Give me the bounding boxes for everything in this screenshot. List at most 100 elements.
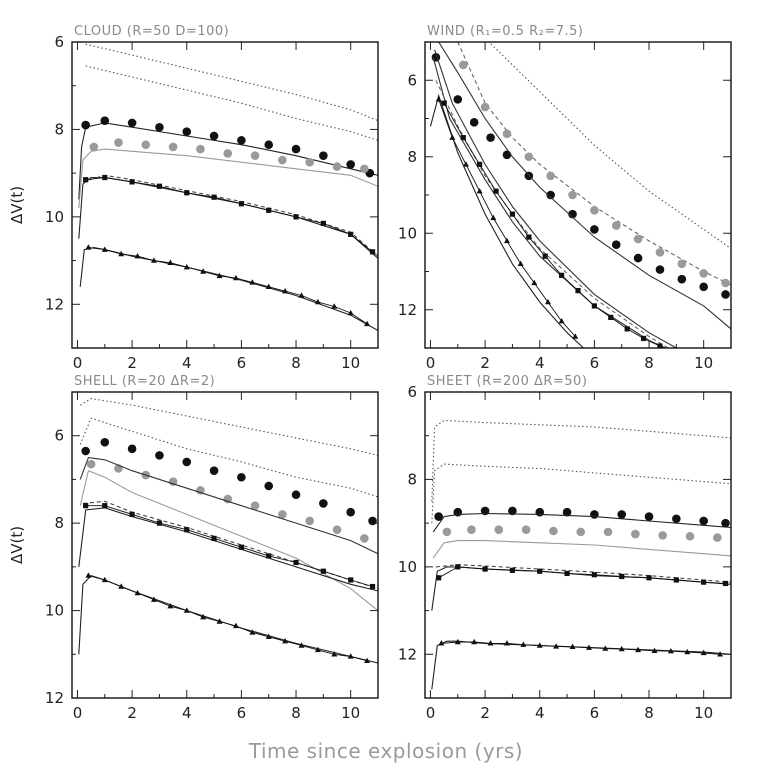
- x-tick-label: 8: [644, 354, 654, 372]
- x-tick-label: 0: [426, 704, 436, 722]
- data-point-dot: [480, 102, 490, 112]
- series-line-dotted: [85, 43, 378, 122]
- series-line-dotted: [488, 42, 731, 250]
- x-tick-label: 0: [73, 354, 83, 372]
- data-point-dot: [546, 171, 555, 181]
- data-point-dot: [291, 144, 301, 154]
- data-point-dot: [155, 122, 164, 132]
- data-point-triangle: [667, 648, 674, 654]
- data-point-dot: [196, 486, 205, 495]
- x-tick-label: 2: [480, 704, 490, 722]
- x-tick-label: 2: [480, 354, 490, 372]
- x-tick-label: 4: [182, 354, 192, 372]
- y-tick-label: 12: [45, 689, 64, 707]
- data-point-triangle: [331, 651, 338, 657]
- panel-title: SHEET (R=200 ΔR=50): [427, 374, 587, 389]
- data-point-dot: [141, 140, 151, 150]
- data-point-triangle: [471, 638, 478, 645]
- y-tick-label: 12: [398, 645, 417, 663]
- data-point-triangle: [585, 644, 592, 650]
- marker-connector: [438, 566, 726, 584]
- series-line-dashed: [82, 500, 378, 590]
- panel-frame: [424, 41, 732, 349]
- data-point-triangle: [216, 272, 223, 279]
- y-tick-label: 8: [407, 148, 417, 166]
- data-point-triangle: [118, 250, 125, 257]
- series-line-dotted: [79, 398, 378, 456]
- y-tick-label: 12: [45, 295, 64, 313]
- data-point-dot: [521, 525, 531, 534]
- data-point-triangle: [553, 643, 560, 649]
- data-point-dot: [434, 512, 443, 521]
- data-point-dot: [562, 507, 572, 517]
- data-point-dot: [291, 490, 301, 500]
- x-tick-label: 8: [644, 704, 654, 722]
- panel-title: WIND (R₁=0.5 R₂=7.5): [427, 24, 583, 39]
- data-point-triangle: [520, 641, 527, 647]
- x-tick-label: 8: [291, 704, 301, 722]
- data-point-dot: [305, 157, 314, 167]
- y-tick-label: 10: [398, 224, 417, 242]
- data-point-triangle: [569, 643, 576, 650]
- data-point-dot: [223, 494, 233, 504]
- panel-frame: [424, 391, 732, 699]
- series-line-solid: [79, 246, 378, 331]
- data-point-dot: [590, 225, 599, 234]
- x-tick-label: 6: [590, 354, 600, 372]
- data-point-dot: [699, 516, 708, 526]
- data-point-dot: [89, 142, 99, 152]
- panel-2: WIND (R₁=0.5 R₂=7.5) 0 2 4 6 8 10 6 8 10 12: [398, 24, 732, 372]
- data-point-dot: [209, 466, 219, 475]
- data-point-dot: [655, 248, 665, 257]
- x-tick-label: 6: [237, 704, 247, 722]
- data-point-dot: [568, 209, 577, 219]
- data-point-triangle: [249, 279, 256, 285]
- data-point-triangle: [101, 246, 108, 252]
- y-tick-label: 6: [54, 33, 64, 51]
- x-tick-label: 10: [341, 704, 360, 722]
- data-point-triangle: [618, 645, 625, 652]
- data-point-square: [369, 249, 376, 255]
- data-point-dot: [127, 444, 137, 454]
- data-point-triangle: [85, 572, 92, 578]
- data-point-triangle: [85, 244, 92, 250]
- series-group: [429, 42, 731, 348]
- series-line-dashed: [435, 564, 731, 583]
- data-point-square: [83, 177, 89, 183]
- series-line-dotted: [85, 65, 378, 141]
- data-point-dot: [617, 510, 627, 519]
- series-group: [78, 43, 378, 331]
- series-line-solid: [78, 176, 378, 259]
- data-point-dot: [546, 190, 555, 200]
- data-point-dot: [633, 253, 643, 263]
- series-line-solid: [78, 122, 378, 200]
- data-point-dot: [442, 527, 452, 537]
- data-point-dot: [100, 437, 110, 447]
- series-line-dotted: [431, 419, 731, 502]
- series-line-solid: [78, 507, 378, 592]
- marker-connector: [443, 102, 661, 347]
- x-tick-label: 6: [237, 354, 247, 372]
- marker-connector: [438, 99, 576, 337]
- data-point-triangle: [503, 640, 510, 646]
- data-point-dot: [332, 525, 342, 534]
- data-point-dot: [699, 282, 708, 292]
- data-point-dot: [305, 516, 314, 526]
- data-point-dot: [469, 118, 479, 127]
- y-axis-label-bottom: ΔV(t): [8, 526, 26, 564]
- data-point-dot: [168, 477, 178, 486]
- y-tick-label: 6: [407, 71, 417, 89]
- data-point-dot: [467, 525, 476, 534]
- data-point-dot: [672, 514, 681, 524]
- data-point-dot: [278, 155, 287, 165]
- series-line-dashed: [82, 174, 378, 257]
- y-tick-label: 12: [398, 301, 417, 319]
- series-line-dotted: [79, 417, 378, 498]
- y-tick-label: 8: [407, 470, 417, 488]
- data-point-square: [722, 580, 729, 587]
- data-point-dot: [453, 95, 463, 104]
- data-point-dot: [486, 133, 495, 142]
- data-point-dot: [319, 499, 328, 508]
